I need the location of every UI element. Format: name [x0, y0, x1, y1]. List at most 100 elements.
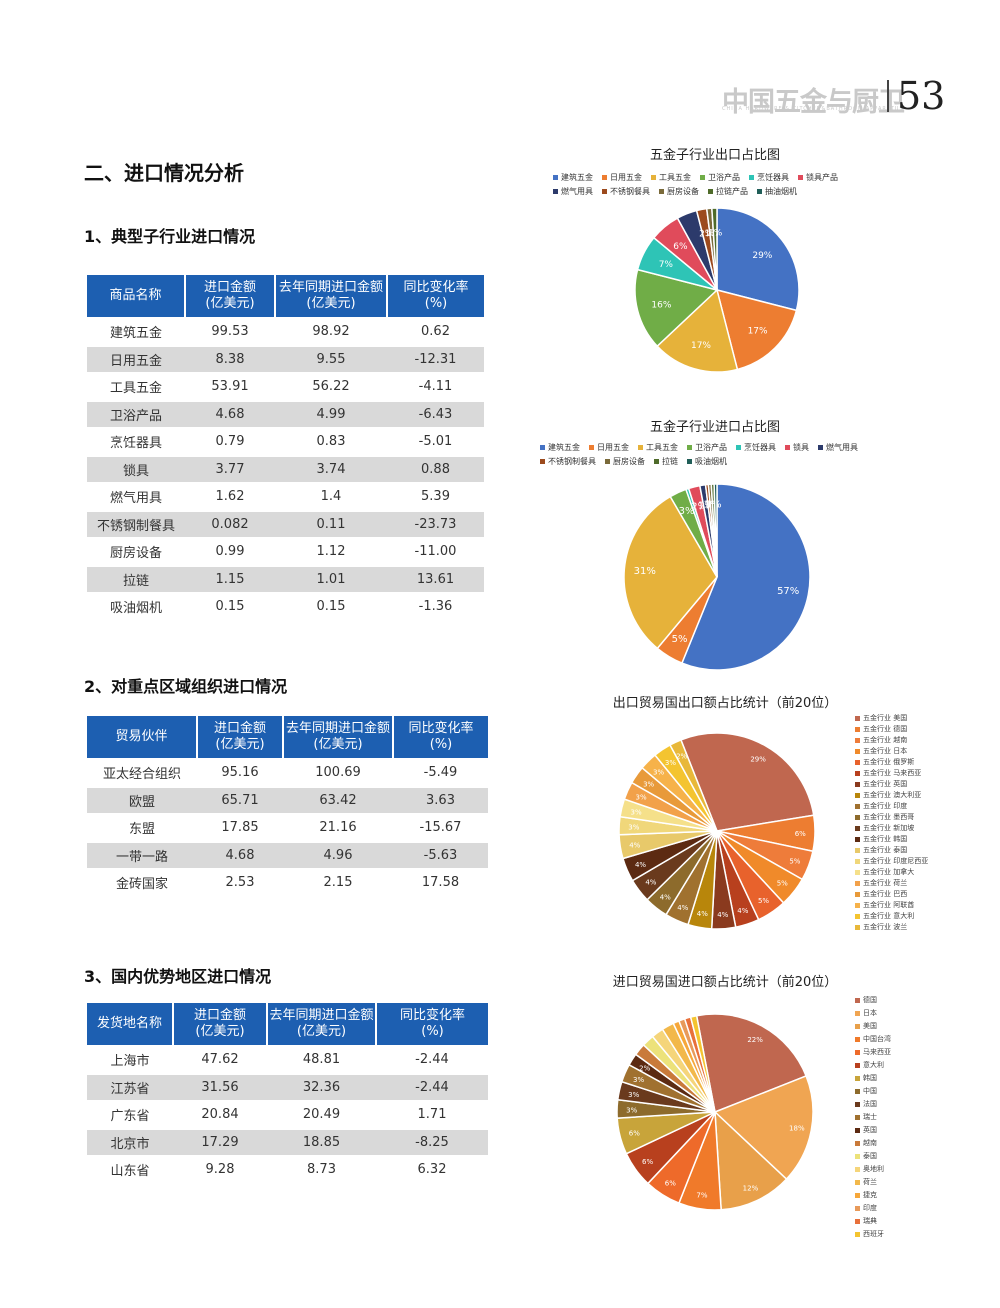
- legend-item: 意大利: [855, 1059, 891, 1072]
- table1-industry-imports: 商品名称 进口金额 (亿美元) 去年同期进口金额 (亿美元) 同比变化率 (%) 建筑五金 9…: [87, 275, 484, 620]
- legend-swatch: [855, 1218, 860, 1224]
- table-cell: -2.44: [376, 1072, 488, 1101]
- legend-swatch: [855, 1101, 860, 1107]
- table-cell: 烹饪器具: [87, 427, 185, 456]
- table-cell: 21.16: [283, 813, 393, 842]
- legend-item: 建筑五金: [553, 171, 593, 185]
- legend-item: 五金行业 美国: [855, 713, 928, 724]
- legend-swatch: [708, 189, 713, 194]
- pie-data-label: 2%: [699, 230, 714, 240]
- pie-data-label: 5%: [777, 880, 788, 888]
- legend-item: 五金行业 新加坡: [855, 823, 928, 834]
- table-row: 工具五金 53.91 56.22 -4.11: [87, 372, 484, 401]
- table2-region-imports: 贸易伙伴 进口金额 (亿美元) 去年同期进口金额 (亿美元) 同比变化率 (%) 亚太经合组…: [87, 716, 488, 896]
- legend-item: 瑞典: [855, 1215, 891, 1228]
- pie-data-label: 2%: [639, 1064, 650, 1072]
- table-cell: 53.91: [185, 372, 275, 401]
- pie-data-label: 2%: [691, 502, 707, 513]
- legend-item: 拉链: [654, 455, 678, 469]
- legend-item: 五金行业 加拿大: [855, 867, 928, 878]
- legend-item: 泰国: [855, 1150, 891, 1163]
- legend-label: 燃气用具: [561, 187, 593, 196]
- table-cell: 6.32: [376, 1155, 488, 1183]
- legend-item: 五金行业 日本: [855, 746, 928, 757]
- legend-label: 奥地利: [863, 1165, 884, 1173]
- table-cell: -5.63: [393, 840, 488, 869]
- legend-item: 五金行业 荷兰: [855, 878, 928, 889]
- legend-swatch: [855, 1127, 860, 1133]
- table-cell: 0.88: [387, 454, 484, 483]
- legend-item: 锁具: [785, 441, 809, 455]
- legend-label: 五金行业 英国: [863, 780, 908, 788]
- pie-data-label: 1%: [708, 229, 723, 239]
- pie-data-label: 4%: [737, 907, 748, 915]
- pie-data-label: 29%: [750, 756, 766, 764]
- column-header: 同比变化率 (%): [376, 1003, 488, 1046]
- legend-swatch: [540, 459, 545, 464]
- legend-label: 英国: [863, 1126, 877, 1134]
- legend-item: 卫浴产品: [687, 441, 727, 455]
- legend-label: 五金行业 意大利: [863, 912, 915, 920]
- pie-data-label: 3%: [665, 759, 676, 767]
- pie-data-label: 31%: [634, 566, 656, 577]
- legend-swatch: [687, 459, 692, 464]
- pie-data-label: 3%: [633, 1076, 644, 1084]
- table-row: 一带一路 4.68 4.96 -5.63: [87, 840, 488, 869]
- legend-item: 五金行业 泰国: [855, 845, 928, 856]
- table-cell: 1.12: [275, 537, 387, 566]
- legend-swatch: [855, 1231, 860, 1237]
- pie-data-label: 4%: [660, 893, 671, 901]
- legend-label: 五金行业 韩国: [863, 835, 908, 843]
- table-cell: 17.29: [173, 1127, 267, 1156]
- table-cell: 20.49: [267, 1100, 376, 1129]
- table-row: 北京市 17.29 18.85 -8.25: [87, 1127, 488, 1156]
- legend-swatch: [553, 189, 558, 194]
- legend-label: 烹饪器具: [757, 173, 789, 182]
- table-cell: 不锈钢制餐具: [87, 509, 185, 538]
- legend-item: 五金行业 韩国: [855, 834, 928, 845]
- legend-item: 西班牙: [855, 1228, 891, 1241]
- table-cell: 3.77: [185, 454, 275, 483]
- column-header-line: (亿美元): [306, 296, 356, 311]
- pie-data-label: 2%: [676, 753, 687, 761]
- column-header: 同比变化率 (%): [393, 716, 488, 759]
- legend-item: 卫浴产品: [700, 171, 740, 185]
- legend-label: 瑞典: [863, 1217, 877, 1225]
- legend-label: 五金行业 马来西亚: [863, 769, 922, 777]
- legend-swatch: [553, 175, 558, 180]
- legend-label: 卫浴产品: [708, 173, 740, 182]
- table-cell: 65.71: [197, 785, 283, 814]
- legend-swatch: [855, 748, 860, 754]
- table-cell: 北京市: [87, 1127, 173, 1156]
- column-header: 同比变化率 (%): [387, 275, 484, 318]
- legend-label: 五金行业 印度: [863, 802, 908, 810]
- column-header: 发货地名称: [87, 1003, 174, 1046]
- legend-label: 日本: [863, 1009, 877, 1017]
- pie-slice: [715, 288, 798, 371]
- legend-item: 日本: [855, 1007, 891, 1020]
- table-cell: 吸油烟机: [87, 592, 185, 620]
- table-header-row: 贸易伙伴 进口金额 (亿美元) 去年同期进口金额 (亿美元) 同比变化率 (%): [87, 716, 488, 759]
- legend-swatch: [855, 1153, 860, 1159]
- legend-swatch: [855, 1205, 860, 1211]
- pie-slice: [668, 738, 718, 832]
- legend-label: 五金行业 新加坡: [863, 824, 915, 832]
- legend-swatch: [855, 715, 860, 721]
- table-row: 拉链 1.15 1.01 13.61: [87, 564, 484, 593]
- column-header-line: (%): [421, 1024, 444, 1039]
- column-header-line: (亿美元): [205, 296, 255, 311]
- table-cell: 17.85: [197, 813, 283, 842]
- chart3-pie: 29%6%5%5%5%4%4%4%4%4%4%4%4%3%3%3%3%3%3%2…: [618, 732, 816, 930]
- pie-data-label: 4%: [697, 910, 708, 918]
- column-header-line: 同比变化率: [403, 280, 469, 295]
- table-cell: 4.68: [185, 399, 275, 428]
- legend-swatch: [855, 869, 860, 875]
- table-cell: 2.53: [197, 868, 283, 896]
- chart1-legend: 建筑五金 日用五金 工具五金 卫浴产品 烹饪器具 锁具产品燃气用具 不锈钢餐具 厨房设备 拉链产…: [553, 171, 893, 199]
- table-cell: 99.53: [185, 317, 275, 346]
- legend-swatch: [855, 902, 860, 908]
- column-header-line: 贸易伙伴: [115, 729, 168, 744]
- legend-swatch: [785, 445, 790, 450]
- chart2-title: 五金子行业进口占比图: [649, 420, 780, 435]
- pie-data-label: 1%: [706, 500, 722, 511]
